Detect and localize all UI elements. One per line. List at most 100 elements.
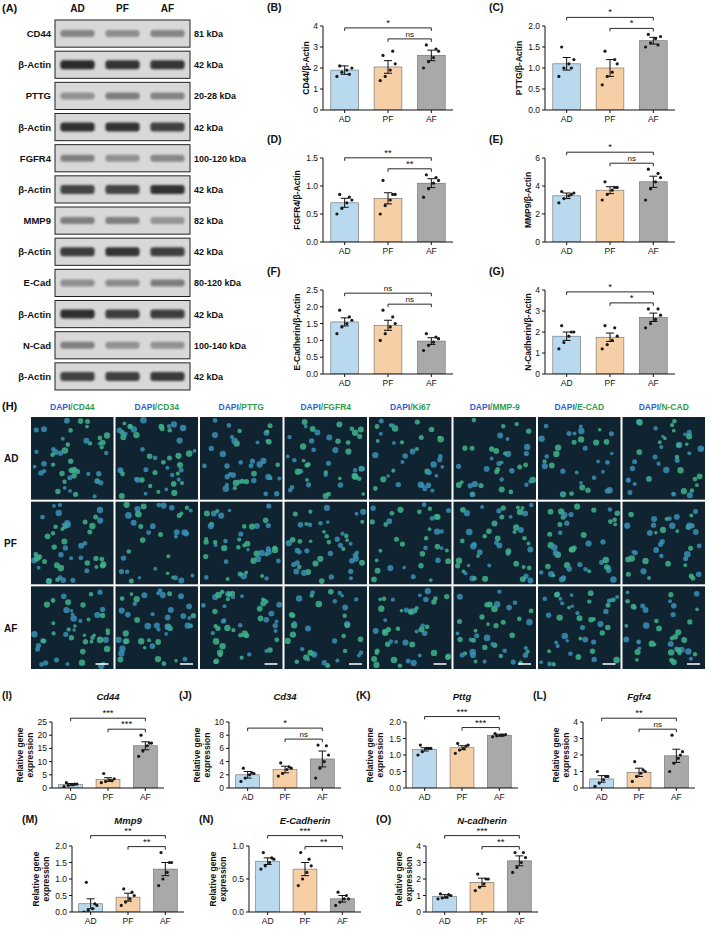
nucleus <box>297 565 301 569</box>
nucleus <box>632 459 637 464</box>
data-point <box>338 901 341 904</box>
nucleus <box>378 598 382 602</box>
plot-area <box>590 734 689 788</box>
data-point <box>389 325 392 328</box>
data-point <box>281 772 284 775</box>
data-point <box>679 753 682 756</box>
blot-band <box>60 92 94 99</box>
row-label: AF <box>4 623 17 634</box>
nucleus <box>429 578 433 582</box>
data-point <box>268 861 271 864</box>
nucleus <box>460 652 465 657</box>
nucleus <box>358 466 364 472</box>
nucleus <box>608 519 613 524</box>
nucleus <box>494 469 499 474</box>
nucleus <box>237 429 242 434</box>
error-stem <box>653 176 654 187</box>
nucleus <box>322 660 327 665</box>
nucleus <box>171 481 177 487</box>
error-bar <box>427 179 435 188</box>
nucleus <box>335 537 340 542</box>
nucleus <box>423 597 429 603</box>
panel-letter: (K) <box>356 689 371 701</box>
data-point <box>314 777 317 780</box>
figure: (A)ADPFAFCD4481 kDaβ-Actin42 kDaPTTG20-2… <box>0 0 709 940</box>
nucleus <box>148 484 152 488</box>
data-point <box>502 734 505 737</box>
nucleus <box>247 652 251 656</box>
nucleus <box>486 529 492 535</box>
x-tick <box>342 912 343 915</box>
nucleus <box>396 482 401 487</box>
significance-bracket <box>462 728 499 731</box>
nucleus <box>578 436 584 442</box>
error-cap <box>301 862 309 863</box>
nucleus <box>538 436 544 442</box>
micrograph <box>116 586 199 669</box>
nucleus <box>425 588 431 594</box>
scale-bar <box>96 663 109 665</box>
data-point <box>513 851 516 854</box>
nucleus <box>326 435 332 441</box>
nucleus <box>479 614 484 619</box>
nucleus <box>600 630 605 635</box>
nucleus <box>371 577 377 583</box>
nucleus <box>338 482 344 488</box>
y-tick <box>403 738 406 739</box>
nucleus <box>651 523 656 528</box>
significance-bracket <box>345 28 432 31</box>
y-tick-label: 0 <box>313 105 318 115</box>
size-label: 100-120 kDa <box>194 154 247 164</box>
x-tick <box>653 374 654 377</box>
error-stem <box>519 856 520 866</box>
nucleus <box>244 571 248 575</box>
significance-bracket <box>567 292 654 295</box>
significance-label: * <box>630 17 634 28</box>
y-tick <box>226 774 229 775</box>
nucleus <box>457 637 462 642</box>
nucleus <box>654 619 659 624</box>
y-tick <box>423 895 426 896</box>
nucleus <box>690 488 694 492</box>
nucleus <box>97 507 103 513</box>
nucleus <box>120 596 125 601</box>
data-point <box>422 349 425 352</box>
y-tick <box>69 862 72 863</box>
nucleus <box>647 576 651 580</box>
x-tick <box>305 912 306 915</box>
blot-band <box>105 310 139 319</box>
plot-area <box>79 851 178 912</box>
nucleus <box>125 570 129 574</box>
y-tick <box>542 158 545 159</box>
size-label: 42 kDa <box>194 60 224 70</box>
nucleus <box>257 606 263 612</box>
nucleus <box>301 570 307 576</box>
nucleus <box>242 524 247 529</box>
bar <box>553 196 581 242</box>
error-cap <box>563 57 571 58</box>
nucleus <box>653 547 659 553</box>
stain-label: DAPI/N-CAD <box>639 402 689 412</box>
nucleus <box>140 447 145 452</box>
nucleus <box>428 527 432 531</box>
x-tick-label: PF <box>457 792 468 802</box>
micrograph-bg <box>200 417 283 500</box>
data-point <box>596 770 599 773</box>
y-tick-label: 2 <box>573 750 578 760</box>
nucleus <box>490 642 494 646</box>
data-point <box>335 75 338 78</box>
data-point <box>166 871 169 874</box>
nucleus <box>191 613 196 618</box>
y-axis <box>323 158 324 242</box>
nucleus <box>178 593 184 599</box>
bar <box>374 325 402 374</box>
nucleus <box>326 461 331 466</box>
micrograph <box>454 502 537 585</box>
data-point <box>259 868 262 871</box>
nucleus <box>517 465 522 470</box>
nucleus <box>528 578 534 584</box>
nucleus <box>312 560 318 566</box>
nucleus <box>151 612 155 616</box>
nucleus <box>687 619 692 624</box>
nucleus <box>389 639 393 643</box>
